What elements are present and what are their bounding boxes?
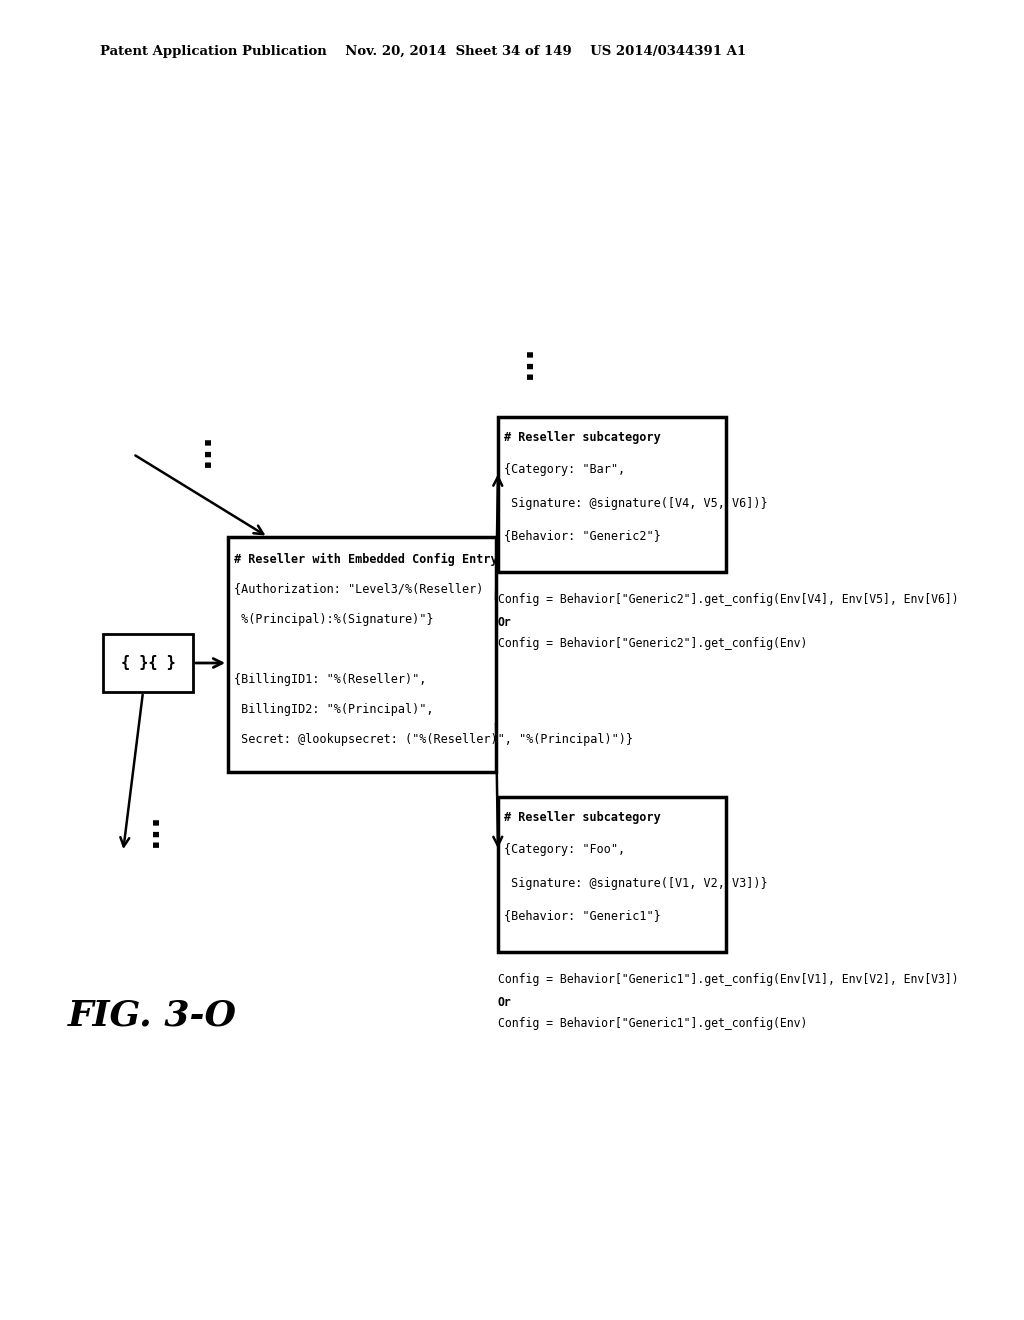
Text: # Reseller subcategory: # Reseller subcategory: [504, 810, 660, 824]
Text: ...: ...: [133, 813, 163, 847]
Text: %(Principal):%(Signature)"}: %(Principal):%(Signature)"}: [234, 612, 433, 626]
Text: # Reseller subcategory: # Reseller subcategory: [504, 430, 660, 444]
Bar: [498, 797, 726, 952]
Text: Config = Behavior["Generic2"].get_config(Env[V4], Env[V5], Env[V6]): Config = Behavior["Generic2"].get_config…: [498, 594, 958, 606]
Text: ...: ...: [508, 345, 537, 379]
Bar: [228, 537, 496, 772]
Text: {Behavior: "Generic1"}: {Behavior: "Generic1"}: [504, 909, 660, 923]
Text: {Authorization: "Level3/%(Reseller): {Authorization: "Level3/%(Reseller): [234, 582, 483, 595]
Text: { }{ }: { }{ }: [121, 656, 175, 671]
Text: Config = Behavior["Generic1"].get_config(Env[V1], Env[V2], Env[V3]): Config = Behavior["Generic1"].get_config…: [498, 974, 958, 986]
Text: {Behavior: "Generic2"}: {Behavior: "Generic2"}: [504, 529, 660, 543]
Text: {BillingID1: "%(Reseller)",: {BillingID1: "%(Reseller)",: [234, 672, 426, 685]
Text: # Reseller with Embedded Config Entry: # Reseller with Embedded Config Entry: [234, 553, 498, 565]
Text: {Category: "Foo",: {Category: "Foo",: [504, 843, 625, 857]
Text: Patent Application Publication    Nov. 20, 2014  Sheet 34 of 149    US 2014/0344: Patent Application Publication Nov. 20, …: [100, 45, 746, 58]
Text: Secret: @lookupsecret: ("%(Reseller)", "%(Principal)")}: Secret: @lookupsecret: ("%(Reseller)", "…: [234, 733, 633, 746]
Text: Config = Behavior["Generic2"].get_config(Env): Config = Behavior["Generic2"].get_config…: [498, 638, 807, 651]
Text: Or: Or: [498, 995, 512, 1008]
Text: {Category: "Bar",: {Category: "Bar",: [504, 463, 625, 477]
Text: Signature: @signature([V1, V2, V3])}: Signature: @signature([V1, V2, V3])}: [504, 876, 768, 890]
Text: Or: Or: [498, 615, 512, 628]
Bar: [103, 634, 193, 692]
Text: FIG. 3-O: FIG. 3-O: [68, 998, 237, 1032]
Text: Signature: @signature([V4, V5, V6])}: Signature: @signature([V4, V5, V6])}: [504, 496, 768, 510]
Text: Config = Behavior["Generic1"].get_config(Env): Config = Behavior["Generic1"].get_config…: [498, 1018, 807, 1031]
Text: ...: ...: [185, 433, 214, 467]
Text: BillingID2: "%(Principal)",: BillingID2: "%(Principal)",: [234, 702, 433, 715]
Bar: [498, 417, 726, 572]
